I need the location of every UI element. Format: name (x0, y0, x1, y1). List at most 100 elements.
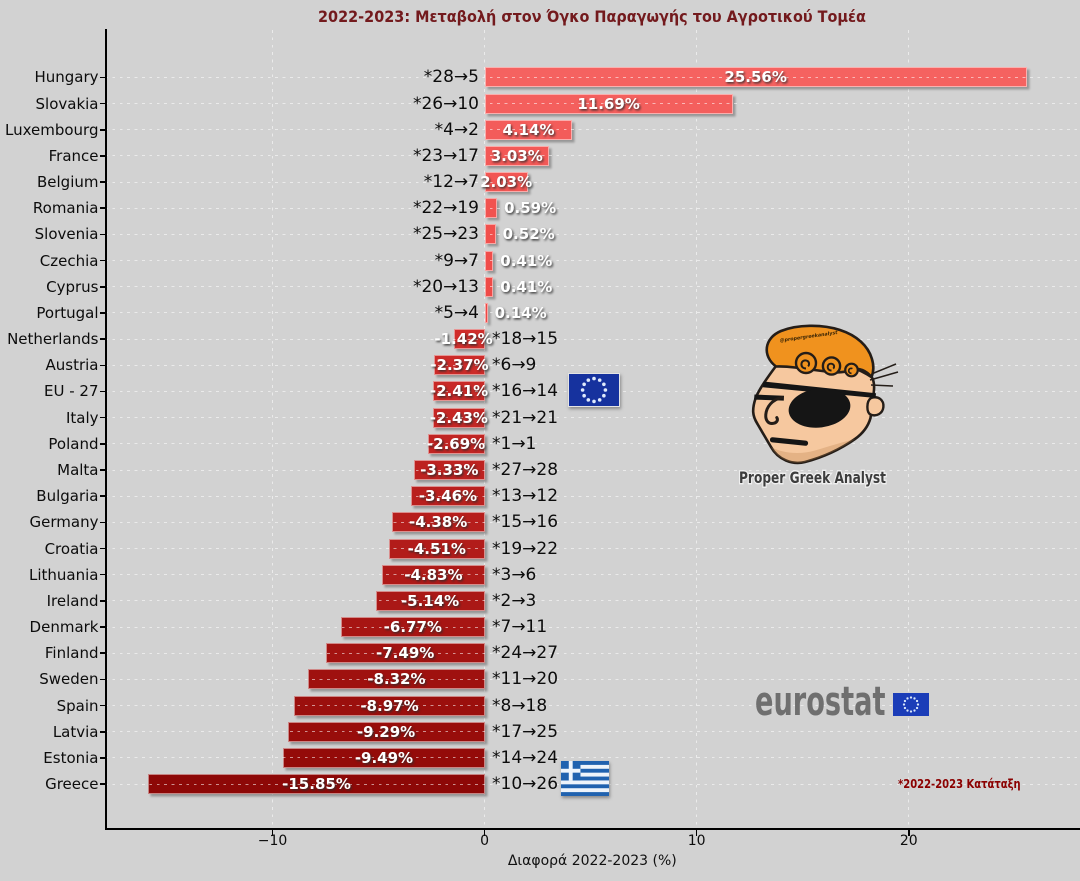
rank-label: *14→24 (492, 747, 559, 768)
bar-value-label: -4.51% (407, 539, 466, 558)
bar-value-label: 0.14% (494, 303, 547, 322)
analyst-ear (866, 396, 885, 417)
analyst-caption: Proper Greek Analyst (739, 468, 886, 487)
y-gridline (104, 600, 1080, 602)
y-gridline (104, 469, 1080, 471)
rank-label: *3→6 (492, 564, 537, 585)
eu-flag-stars (580, 376, 608, 404)
bar-value-label: -4.83% (404, 565, 463, 584)
bar-value-label: 4.14% (502, 120, 555, 139)
y-gridline (104, 286, 1080, 288)
category-label: Lithuania (29, 565, 99, 584)
rank-label: *5→4 (434, 302, 479, 323)
y-tick-mark (99, 652, 106, 655)
bar-value-label: 3.03% (490, 146, 543, 165)
y-gridline (104, 652, 1080, 654)
category-label: Austria (45, 356, 99, 375)
rank-label: *12→7 (423, 172, 479, 193)
y-gridline (104, 129, 1080, 131)
rank-label: *1→1 (492, 433, 537, 454)
rank-label: *11→20 (492, 669, 559, 690)
y-tick-mark (99, 390, 106, 393)
y-axis-spine (104, 29, 107, 829)
bar-value-label: 11.69% (577, 94, 640, 113)
category-label: Sweden (39, 670, 99, 689)
rank-label: *23→17 (412, 145, 479, 166)
rank-label: *6→9 (492, 355, 537, 376)
x-tick-mark (695, 830, 698, 836)
y-tick-mark (99, 155, 106, 157)
y-gridline (104, 757, 1080, 759)
rank-label: *28→5 (423, 67, 479, 88)
y-gridline (104, 76, 1080, 78)
category-label: Hungary (34, 68, 99, 87)
x-axis-label: Διαφορά 2022-2023 (%) (507, 853, 677, 869)
rank-label: *7→11 (492, 617, 548, 638)
category-label: Poland (48, 434, 99, 453)
category-label: Czechia (39, 251, 99, 270)
category-label: Latvia (52, 722, 99, 741)
analyst-face (751, 359, 876, 465)
category-label: Netherlands (7, 330, 99, 349)
y-tick-mark (99, 128, 106, 131)
x-gridline (272, 30, 273, 828)
bar-value-label: -4.38% (409, 513, 468, 532)
x-tick-label: 20 (899, 833, 918, 849)
bar-value-label: -1.42% (434, 330, 493, 349)
x-tick-mark (271, 830, 274, 836)
bar-value-label: -2.43% (429, 408, 488, 427)
rank-label: *26→10 (412, 93, 479, 114)
rank-label: *17→25 (492, 721, 559, 742)
y-gridline (104, 626, 1080, 628)
y-tick-mark (99, 233, 106, 236)
y-gridline (104, 338, 1080, 340)
y-tick-mark (99, 207, 106, 210)
bar-value-label: -3.46% (418, 487, 478, 506)
bar-value-label: -15.85% (282, 775, 351, 794)
y-tick-mark (99, 285, 106, 288)
rank-label: *2→3 (492, 590, 537, 611)
y-gridline (104, 103, 1080, 105)
y-tick-mark (99, 783, 106, 785)
category-label: Bulgaria (36, 487, 99, 506)
y-gridline (104, 417, 1080, 419)
category-label: Malta (57, 461, 99, 479)
y-tick-mark (99, 469, 106, 471)
bar-value-label: -9.29% (356, 722, 416, 741)
y-gridline (104, 443, 1080, 445)
bar-value-label: 2.03% (480, 173, 533, 192)
category-label: Italy (65, 408, 99, 427)
y-tick-mark (99, 259, 106, 262)
rank-label: *16→14 (492, 381, 559, 402)
y-gridline (104, 705, 1080, 707)
rank-label: *13→12 (492, 486, 559, 507)
rank-label: *24→27 (492, 643, 559, 664)
y-tick-mark (99, 443, 106, 445)
category-label: Croatia (44, 539, 99, 558)
x-tick-label: −10 (257, 833, 288, 849)
category-label: Romania (32, 199, 99, 218)
category-label: EU - 27 (44, 382, 99, 401)
y-gridline (104, 731, 1080, 733)
y-gridline (104, 312, 1080, 314)
category-label: Greece (45, 775, 99, 794)
y-gridline (104, 181, 1080, 183)
y-tick-mark (99, 600, 106, 602)
y-gridline (104, 260, 1080, 262)
eu-flag-stars (902, 695, 920, 713)
bar-value-label: 0.59% (504, 199, 557, 218)
greece-flag-stripes (561, 764, 609, 793)
category-label: Slovakia (35, 94, 99, 113)
bar-value-label: -2.41% (429, 382, 489, 401)
y-gridline (104, 574, 1080, 576)
y-gridline (104, 207, 1080, 209)
y-tick-mark (99, 678, 106, 681)
rank-label: *22→19 (412, 198, 479, 219)
y-tick-mark (99, 312, 106, 314)
y-tick-mark (99, 730, 106, 733)
eu-flag-icon (568, 373, 620, 407)
rank-note: *2022-2023 Κατάταξη (898, 776, 1021, 791)
category-label: Ireland (46, 591, 99, 610)
bar-value-label: -8.32% (367, 670, 426, 689)
